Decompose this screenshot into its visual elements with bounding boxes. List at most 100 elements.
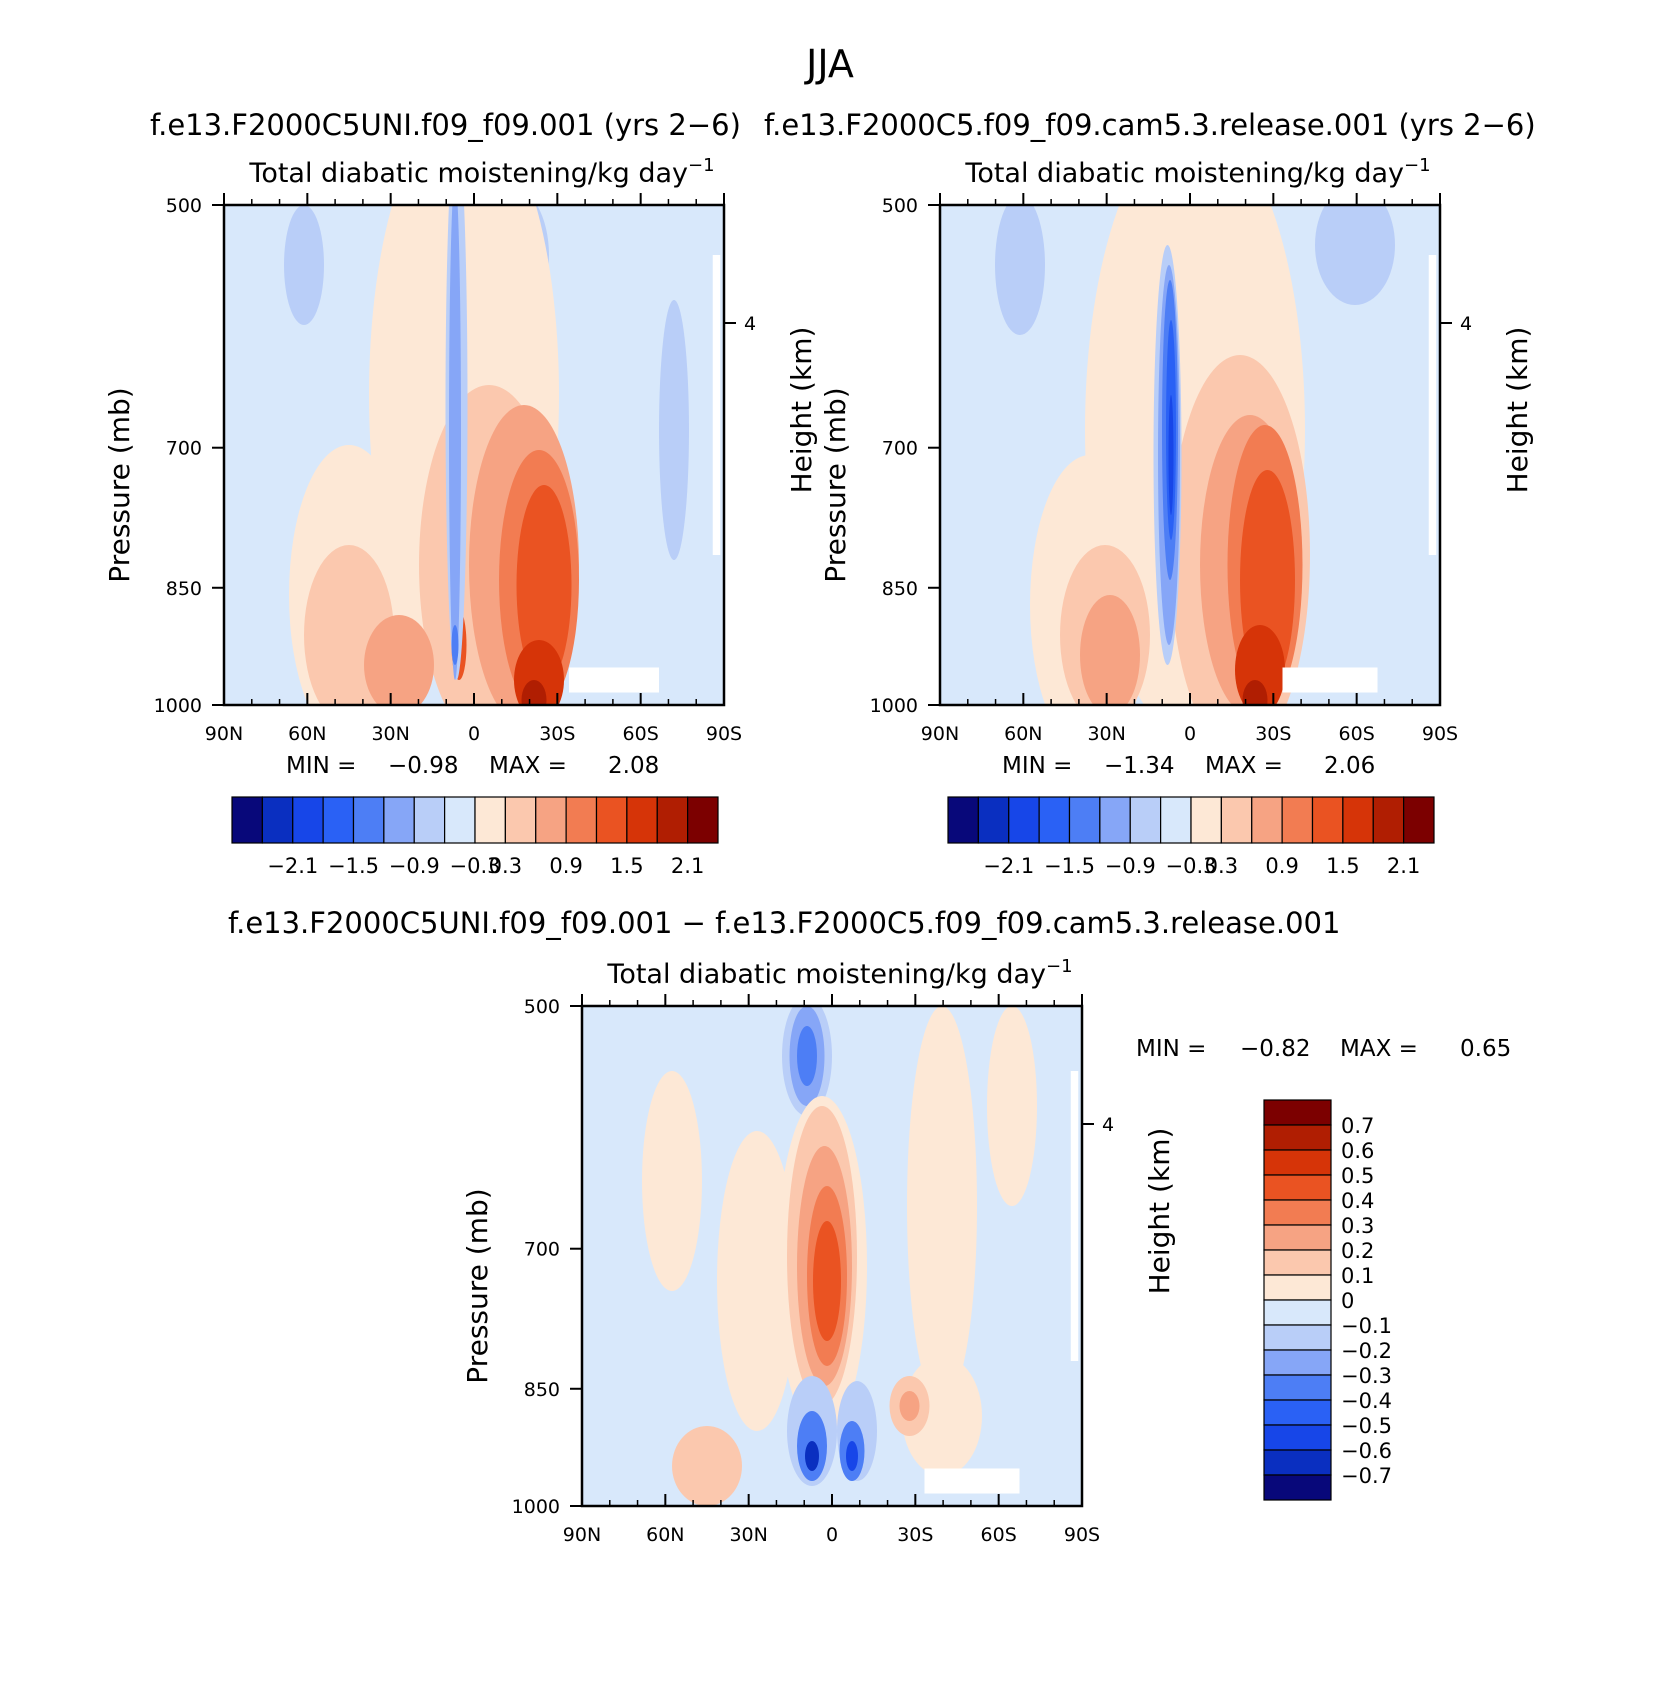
colorbar-swatch <box>1008 796 1040 844</box>
contour-region <box>1242 680 1268 705</box>
subtitle-text: Total diabatic moistening/kg day <box>248 158 688 189</box>
contour-region <box>521 680 547 705</box>
colorbar-swatch <box>1263 1474 1332 1501</box>
y2-tick-label: 4 <box>1460 313 1472 335</box>
colorbar-swatch <box>1263 1224 1332 1251</box>
colorbar-swatch <box>231 796 263 844</box>
colorbar-tick-label: 0.9 <box>549 854 582 878</box>
min-label: MIN = <box>286 753 356 779</box>
colorbar-tick-label: −0.3 <box>1166 854 1217 878</box>
x-tick-label: 30N <box>1087 723 1125 745</box>
missing-data-region <box>924 1468 1020 1494</box>
colorbar-tick-label: −0.4 <box>1341 1389 1392 1413</box>
x-tick-label: 90N <box>563 1524 601 1546</box>
colorbar-swatch <box>565 796 598 844</box>
colorbar-tick-label: 0 <box>1341 1289 1354 1313</box>
colorbar-swatch <box>1220 796 1253 844</box>
colorbar-tick-label: 0.6 <box>1341 1139 1374 1163</box>
x-tick-label: 60N <box>646 1524 684 1546</box>
colorbar-swatch <box>1263 1249 1332 1276</box>
colorbar-tick-label: −0.3 <box>1341 1364 1392 1388</box>
max-label: MAX = <box>1205 753 1283 779</box>
x-tick-label: 30N <box>371 723 409 745</box>
subtitle-text: Total diabatic moistening/kg day <box>606 959 1046 990</box>
y-tick-label: 700 <box>524 1239 560 1261</box>
contour-field <box>582 1006 1082 1506</box>
y-tick-label: 850 <box>882 578 918 600</box>
colorbar-swatch <box>1263 1149 1332 1176</box>
missing-data-region <box>712 255 721 555</box>
colorbar-swatch <box>292 796 324 844</box>
min-value: −0.82 <box>1240 1036 1310 1062</box>
colorbar-swatch <box>1190 796 1222 844</box>
x-tick-label: 0 <box>1184 723 1196 745</box>
y2-axis-label: Height (km) <box>1501 327 1534 494</box>
colorbar-swatch <box>595 796 628 844</box>
y-tick-label: 700 <box>166 438 202 460</box>
min-value: −0.98 <box>388 753 458 779</box>
y-axis-label: Pressure (mb) <box>819 387 852 582</box>
colorbar-swatch <box>1099 796 1131 844</box>
contour-field <box>940 205 1440 705</box>
colorbar-tick-label: −0.9 <box>389 854 440 878</box>
x-tick-label: 90S <box>1422 723 1458 745</box>
contour-region <box>717 1131 797 1431</box>
colorbar-tick-label: 1.5 <box>1326 854 1359 878</box>
contour-region <box>672 1426 742 1506</box>
figure-title: JJA <box>806 42 854 86</box>
colorbar-tick-label: −0.3 <box>450 854 501 878</box>
y2-axis-label: Height (km) <box>1143 1128 1176 1295</box>
y2-tick-label: 4 <box>1102 1114 1114 1136</box>
colorbar-swatch <box>1342 796 1374 844</box>
min-label: MIN = <box>1136 1036 1206 1062</box>
min-value: −1.34 <box>1104 753 1174 779</box>
x-tick-label: 90N <box>205 723 243 745</box>
colorbar-swatch <box>352 796 385 844</box>
contour-region <box>642 1071 702 1291</box>
colorbar-tick-label: −0.2 <box>1341 1339 1392 1363</box>
colorbar-swatch <box>1403 796 1435 844</box>
colorbar-swatch <box>504 796 537 844</box>
colorbar-swatch <box>947 796 979 844</box>
colorbar-tick-label: −1.5 <box>328 854 379 878</box>
colorbar-tick-label: 2.1 <box>671 854 704 878</box>
contour-region <box>659 300 689 560</box>
colorbar-swatch <box>687 796 719 844</box>
colorbar-swatch <box>1263 1199 1332 1226</box>
max-value: 2.06 <box>1324 753 1375 779</box>
panel-subtitle: Total diabatic moistening/kg day−1 <box>248 155 714 189</box>
y-tick-label: 1000 <box>870 695 918 717</box>
x-tick-label: 60N <box>288 723 326 745</box>
subtitle-exponent: −1 <box>1046 956 1073 977</box>
x-tick-label: 30S <box>897 1524 933 1546</box>
contour-region <box>1315 205 1395 305</box>
x-tick-label: 90S <box>1064 1524 1100 1546</box>
contour-region <box>1168 395 1174 515</box>
panel-subtitle: Total diabatic moistening/kg day−1 <box>964 155 1430 189</box>
subtitle-text: Total diabatic moistening/kg day <box>964 158 1404 189</box>
y-tick-label: 500 <box>882 195 918 217</box>
y2-tick-label: 4 <box>744 313 756 335</box>
colorbar-swatch <box>1263 1449 1332 1476</box>
panel-3: 90N 60N 30N 0 30S 60S 90S 500 700 850 1000 4 Pressur… <box>461 956 1511 1546</box>
colorbar-swatch <box>1263 1424 1332 1451</box>
colorbar-swatch <box>1263 1349 1332 1376</box>
colorbar-swatch <box>1068 796 1101 844</box>
y2-axis-label: Height (km) <box>785 327 818 494</box>
max-label: MAX = <box>489 753 567 779</box>
colorbar-swatch <box>261 796 294 844</box>
max-value: 2.08 <box>608 753 659 779</box>
colorbar-swatch <box>1263 1374 1332 1401</box>
colorbar-swatch <box>1263 1324 1332 1351</box>
y-tick-label: 850 <box>166 578 202 600</box>
colorbar-swatch <box>1372 796 1405 844</box>
panel-1-title: f.e13.F2000C5UNI.f09_f09.001 (yrs 2−6) <box>150 108 741 142</box>
colorbar-swatch <box>535 796 567 844</box>
contour-region <box>1080 595 1140 705</box>
colorbar-tick-label: 0.9 <box>1265 854 1298 878</box>
y-tick-label: 1000 <box>154 695 202 717</box>
max-label: MAX = <box>1340 1036 1418 1062</box>
colorbar-tick-label: 0.4 <box>1341 1189 1374 1213</box>
colorbar-tick-label: 0.3 <box>489 854 522 878</box>
contour-region <box>516 485 572 685</box>
